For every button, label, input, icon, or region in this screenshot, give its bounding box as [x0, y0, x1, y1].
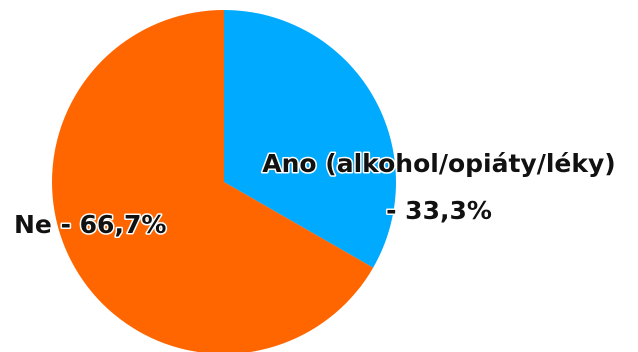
pie-slice-ano: [224, 10, 396, 268]
slice-label-ano-value: - 33,3%: [386, 196, 492, 225]
slice-label-ne: Ne - 66,7%: [14, 210, 166, 239]
slice-label-ano-name: Ano (alkohol/opiáty/léky): [262, 149, 615, 178]
pie-slices: [52, 10, 396, 352]
pie-slice-ne: [52, 10, 374, 352]
